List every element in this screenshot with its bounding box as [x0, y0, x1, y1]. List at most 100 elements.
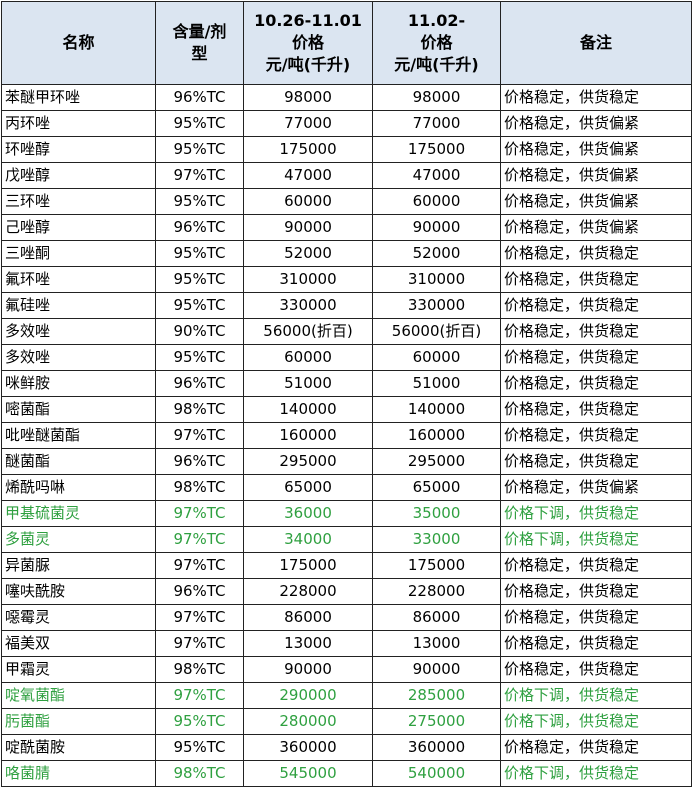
table-cell: 价格稳定，供货稳定: [500, 604, 692, 631]
table-cell: 价格稳定，供货稳定: [500, 370, 692, 397]
table-cell: 95%TC: [155, 188, 244, 215]
table-row: 三唑酮 95%TC 52000 52000 价格稳定，供货稳定: [1, 240, 692, 267]
table-cell: 苯醚甲环唑: [1, 84, 156, 111]
table-row: 异菌脲 97%TC 175000 175000 价格稳定，供货稳定: [1, 552, 692, 579]
table-cell: 545000: [243, 760, 373, 787]
table-cell: 噻呋酰胺: [1, 578, 156, 605]
table-cell: 价格稳定，供货稳定: [500, 240, 692, 267]
table-cell: 价格下调，供货稳定: [500, 708, 692, 735]
table-cell: 价格稳定，供货偏紧: [500, 136, 692, 163]
table-cell: 285000: [372, 682, 501, 709]
table-cell: 价格稳定，供货偏紧: [500, 474, 692, 501]
table-cell: 90%TC: [155, 318, 244, 345]
table-cell: 价格稳定，供货稳定: [500, 318, 692, 345]
table-cell: 氟硅唑: [1, 292, 156, 319]
table-cell: 295000: [372, 448, 501, 475]
table-cell: 价格下调，供货稳定: [500, 760, 692, 787]
table-cell: 价格稳定，供货稳定: [500, 578, 692, 605]
table-cell: 95%TC: [155, 240, 244, 267]
header-cell: 含量/剂型: [155, 1, 244, 85]
table-cell: 价格稳定，供货稳定: [500, 84, 692, 111]
table-cell: 三环唑: [1, 188, 156, 215]
table-cell: 氟环唑: [1, 266, 156, 293]
table-cell: 310000: [243, 266, 373, 293]
table-cell: 295000: [243, 448, 373, 475]
table-row: 咯菌腈 98%TC 545000 540000 价格下调，供货稳定: [1, 760, 692, 787]
table-cell: 98%TC: [155, 656, 244, 683]
table-cell: 96%TC: [155, 370, 244, 397]
table-cell: 多效唑: [1, 344, 156, 371]
table-cell: 280000: [243, 708, 373, 735]
table-cell: 价格稳定，供货稳定: [500, 396, 692, 423]
table-cell: 13000: [243, 630, 373, 657]
table-cell: 价格稳定，供货稳定: [500, 344, 692, 371]
table-row: 吡唑醚菌酯 97%TC 160000 160000 价格稳定，供货稳定: [1, 422, 692, 449]
table-cell: 160000: [243, 422, 373, 449]
table-body: 苯醚甲环唑 96%TC 98000 98000 价格稳定，供货稳定 丙环唑 95%TC 770…: [1, 84, 692, 787]
table-cell: 228000: [372, 578, 501, 605]
table-cell: 98%TC: [155, 474, 244, 501]
table-cell: 47000: [243, 162, 373, 189]
table-cell: 环唑醇: [1, 136, 156, 163]
table-cell: 13000: [372, 630, 501, 657]
table-cell: 52000: [243, 240, 373, 267]
table-cell: 56000(折百): [372, 318, 501, 345]
table-cell: 多菌灵: [1, 526, 156, 553]
table-row: 甲霜灵 98%TC 90000 90000 价格稳定，供货稳定: [1, 656, 692, 683]
header-cell: 名称: [1, 1, 156, 85]
table-cell: 65000: [372, 474, 501, 501]
header-line: 含量/剂: [172, 22, 227, 41]
table-cell: 三唑酮: [1, 240, 156, 267]
table-cell: 价格稳定，供货稳定: [500, 656, 692, 683]
table-cell: 90000: [243, 656, 373, 683]
table-cell: 价格稳定，供货稳定: [500, 734, 692, 761]
table-row: 福美双 97%TC 13000 13000 价格稳定，供货稳定: [1, 630, 692, 657]
table-cell: 97%TC: [155, 500, 244, 527]
table-cell: 95%TC: [155, 734, 244, 761]
table-cell: 95%TC: [155, 110, 244, 137]
table-cell: 175000: [372, 136, 501, 163]
table-cell: 97%TC: [155, 682, 244, 709]
table-cell: 咯菌腈: [1, 760, 156, 787]
table-cell: 98000: [372, 84, 501, 111]
header-line: 元/吨(千升): [265, 55, 351, 74]
table-cell: 价格稳定，供货偏紧: [500, 214, 692, 241]
table-cell: 甲基硫菌灵: [1, 500, 156, 527]
table-cell: 65000: [243, 474, 373, 501]
table-cell: 95%TC: [155, 344, 244, 371]
header-line: 名称: [62, 33, 95, 52]
table-cell: 160000: [372, 422, 501, 449]
table-cell: 47000: [372, 162, 501, 189]
table-cell: 77000: [243, 110, 373, 137]
table-row: 氟环唑 95%TC 310000 310000 价格稳定，供货稳定: [1, 266, 692, 293]
table-row: 醚菌酯 96%TC 295000 295000 价格稳定，供货稳定: [1, 448, 692, 475]
table-cell: 60000: [243, 344, 373, 371]
table-cell: 己唑醇: [1, 214, 156, 241]
table-cell: 360000: [243, 734, 373, 761]
table-cell: 95%TC: [155, 292, 244, 319]
table-cell: 97%TC: [155, 552, 244, 579]
table-cell: 90000: [372, 656, 501, 683]
table-cell: 51000: [372, 370, 501, 397]
header-line: 价格: [420, 33, 453, 52]
table-cell: 价格稳定，供货稳定: [500, 422, 692, 449]
header-line: 备注: [579, 33, 612, 52]
table-cell: 吡唑醚菌酯: [1, 422, 156, 449]
table-cell: 98000: [243, 84, 373, 111]
table-cell: 34000: [243, 526, 373, 553]
table-cell: 86000: [243, 604, 373, 631]
table-cell: 价格稳定，供货稳定: [500, 448, 692, 475]
table-cell: 价格稳定，供货稳定: [500, 266, 692, 293]
table-cell: 97%TC: [155, 162, 244, 189]
table-cell: 56000(折百): [243, 318, 373, 345]
table-cell: 52000: [372, 240, 501, 267]
table-cell: 啶酰菌胺: [1, 734, 156, 761]
table-cell: 228000: [243, 578, 373, 605]
table-cell: 330000: [243, 292, 373, 319]
table-row: 噻呋酰胺 96%TC 228000 228000 价格稳定，供货稳定: [1, 578, 692, 605]
table-cell: 价格稳定，供货稳定: [500, 552, 692, 579]
header-cell: 11.02- 价格 元/吨(千升): [372, 1, 501, 85]
table-cell: 95%TC: [155, 708, 244, 735]
table-cell: 价格稳定，供货稳定: [500, 292, 692, 319]
